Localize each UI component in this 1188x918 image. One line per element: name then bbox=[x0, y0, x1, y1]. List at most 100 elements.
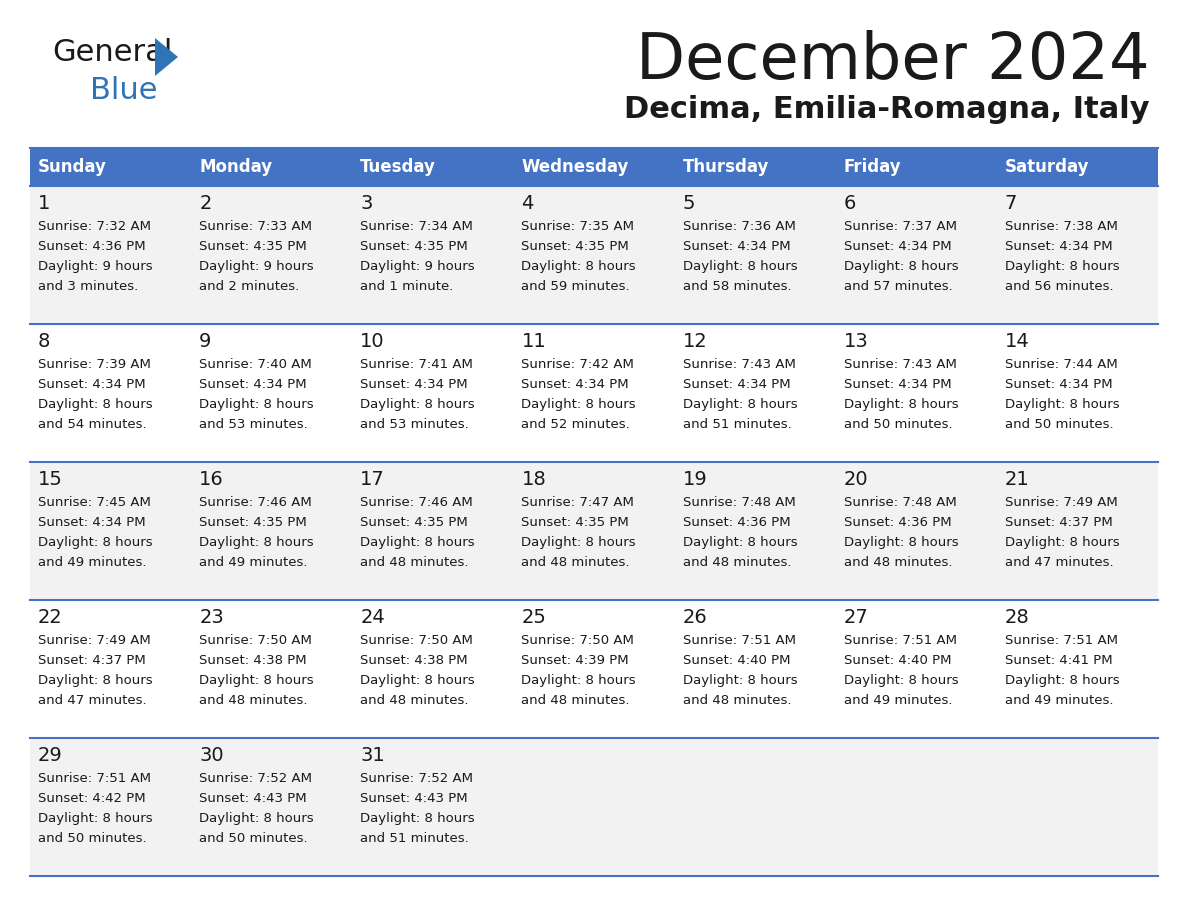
Text: Sunset: 4:35 PM: Sunset: 4:35 PM bbox=[522, 516, 630, 529]
Text: 7: 7 bbox=[1005, 194, 1017, 213]
Text: Sunrise: 7:51 AM: Sunrise: 7:51 AM bbox=[1005, 634, 1118, 647]
Text: General: General bbox=[52, 38, 172, 67]
Text: Daylight: 8 hours: Daylight: 8 hours bbox=[38, 536, 152, 549]
Text: Daylight: 8 hours: Daylight: 8 hours bbox=[38, 812, 152, 825]
Text: and 47 minutes.: and 47 minutes. bbox=[38, 694, 146, 707]
Text: Daylight: 8 hours: Daylight: 8 hours bbox=[1005, 398, 1119, 411]
Bar bbox=[30, 148, 1158, 186]
Text: Daylight: 8 hours: Daylight: 8 hours bbox=[1005, 260, 1119, 273]
Text: 17: 17 bbox=[360, 470, 385, 489]
Text: and 54 minutes.: and 54 minutes. bbox=[38, 418, 146, 431]
Text: and 49 minutes.: and 49 minutes. bbox=[843, 694, 953, 707]
Text: 6: 6 bbox=[843, 194, 857, 213]
Text: Sunset: 4:35 PM: Sunset: 4:35 PM bbox=[200, 516, 307, 529]
Text: 30: 30 bbox=[200, 746, 223, 765]
Text: 23: 23 bbox=[200, 608, 223, 627]
Text: Daylight: 8 hours: Daylight: 8 hours bbox=[360, 674, 475, 687]
Text: and 50 minutes.: and 50 minutes. bbox=[843, 418, 953, 431]
Text: Sunset: 4:43 PM: Sunset: 4:43 PM bbox=[200, 792, 307, 805]
Text: Decima, Emilia-Romagna, Italy: Decima, Emilia-Romagna, Italy bbox=[625, 95, 1150, 124]
Text: and 51 minutes.: and 51 minutes. bbox=[683, 418, 791, 431]
Text: Sunset: 4:37 PM: Sunset: 4:37 PM bbox=[1005, 516, 1113, 529]
Text: 8: 8 bbox=[38, 332, 50, 351]
Text: 29: 29 bbox=[38, 746, 63, 765]
Text: Sunrise: 7:43 AM: Sunrise: 7:43 AM bbox=[683, 358, 796, 371]
Text: Sunset: 4:35 PM: Sunset: 4:35 PM bbox=[522, 240, 630, 253]
Text: Tuesday: Tuesday bbox=[360, 158, 436, 176]
Text: Sunset: 4:34 PM: Sunset: 4:34 PM bbox=[38, 378, 146, 391]
Text: and 48 minutes.: and 48 minutes. bbox=[522, 556, 630, 569]
Text: and 53 minutes.: and 53 minutes. bbox=[200, 418, 308, 431]
Text: Sunrise: 7:44 AM: Sunrise: 7:44 AM bbox=[1005, 358, 1118, 371]
Text: Daylight: 8 hours: Daylight: 8 hours bbox=[360, 398, 475, 411]
Text: Daylight: 8 hours: Daylight: 8 hours bbox=[1005, 674, 1119, 687]
Text: December 2024: December 2024 bbox=[637, 30, 1150, 92]
Text: Daylight: 8 hours: Daylight: 8 hours bbox=[38, 398, 152, 411]
Text: Sunrise: 7:38 AM: Sunrise: 7:38 AM bbox=[1005, 220, 1118, 233]
Text: Sunrise: 7:49 AM: Sunrise: 7:49 AM bbox=[38, 634, 151, 647]
Text: Daylight: 8 hours: Daylight: 8 hours bbox=[200, 536, 314, 549]
Text: 9: 9 bbox=[200, 332, 211, 351]
Text: 14: 14 bbox=[1005, 332, 1030, 351]
Text: Daylight: 8 hours: Daylight: 8 hours bbox=[843, 674, 959, 687]
Text: Sunrise: 7:50 AM: Sunrise: 7:50 AM bbox=[360, 634, 473, 647]
Text: Daylight: 8 hours: Daylight: 8 hours bbox=[683, 536, 797, 549]
Text: Daylight: 9 hours: Daylight: 9 hours bbox=[200, 260, 314, 273]
Text: and 57 minutes.: and 57 minutes. bbox=[843, 280, 953, 293]
Text: Monday: Monday bbox=[200, 158, 272, 176]
Bar bbox=[30, 324, 1158, 462]
Text: Daylight: 8 hours: Daylight: 8 hours bbox=[843, 260, 959, 273]
Text: Sunrise: 7:48 AM: Sunrise: 7:48 AM bbox=[843, 496, 956, 509]
Text: Sunset: 4:34 PM: Sunset: 4:34 PM bbox=[843, 240, 952, 253]
Text: Sunrise: 7:42 AM: Sunrise: 7:42 AM bbox=[522, 358, 634, 371]
Text: Sunset: 4:34 PM: Sunset: 4:34 PM bbox=[38, 516, 146, 529]
Text: Sunset: 4:36 PM: Sunset: 4:36 PM bbox=[683, 516, 790, 529]
Text: 19: 19 bbox=[683, 470, 707, 489]
Text: 10: 10 bbox=[360, 332, 385, 351]
Text: Sunset: 4:40 PM: Sunset: 4:40 PM bbox=[843, 654, 952, 667]
Text: Sunset: 4:36 PM: Sunset: 4:36 PM bbox=[38, 240, 146, 253]
Text: 25: 25 bbox=[522, 608, 546, 627]
Text: Sunrise: 7:50 AM: Sunrise: 7:50 AM bbox=[522, 634, 634, 647]
Text: Sunrise: 7:52 AM: Sunrise: 7:52 AM bbox=[360, 772, 473, 785]
Text: and 48 minutes.: and 48 minutes. bbox=[683, 694, 791, 707]
Text: 28: 28 bbox=[1005, 608, 1030, 627]
Text: Daylight: 9 hours: Daylight: 9 hours bbox=[38, 260, 152, 273]
Text: and 50 minutes.: and 50 minutes. bbox=[38, 832, 146, 845]
Text: Sunset: 4:34 PM: Sunset: 4:34 PM bbox=[1005, 240, 1112, 253]
Text: Sunset: 4:38 PM: Sunset: 4:38 PM bbox=[200, 654, 307, 667]
Text: Daylight: 8 hours: Daylight: 8 hours bbox=[200, 398, 314, 411]
Text: and 49 minutes.: and 49 minutes. bbox=[38, 556, 146, 569]
Text: Sunset: 4:34 PM: Sunset: 4:34 PM bbox=[360, 378, 468, 391]
Text: and 50 minutes.: and 50 minutes. bbox=[1005, 418, 1113, 431]
Text: Sunrise: 7:39 AM: Sunrise: 7:39 AM bbox=[38, 358, 151, 371]
Text: Sunrise: 7:48 AM: Sunrise: 7:48 AM bbox=[683, 496, 795, 509]
Text: 12: 12 bbox=[683, 332, 707, 351]
Text: Thursday: Thursday bbox=[683, 158, 769, 176]
Text: Wednesday: Wednesday bbox=[522, 158, 628, 176]
Text: 24: 24 bbox=[360, 608, 385, 627]
Text: and 48 minutes.: and 48 minutes. bbox=[683, 556, 791, 569]
Text: 20: 20 bbox=[843, 470, 868, 489]
Bar bbox=[30, 462, 1158, 600]
Text: Sunrise: 7:51 AM: Sunrise: 7:51 AM bbox=[683, 634, 796, 647]
Text: Sunrise: 7:32 AM: Sunrise: 7:32 AM bbox=[38, 220, 151, 233]
Text: 1: 1 bbox=[38, 194, 50, 213]
Text: Sunrise: 7:34 AM: Sunrise: 7:34 AM bbox=[360, 220, 473, 233]
Text: Daylight: 8 hours: Daylight: 8 hours bbox=[843, 536, 959, 549]
Text: and 2 minutes.: and 2 minutes. bbox=[200, 280, 299, 293]
Text: 15: 15 bbox=[38, 470, 63, 489]
Polygon shape bbox=[154, 38, 178, 76]
Text: Daylight: 8 hours: Daylight: 8 hours bbox=[522, 260, 636, 273]
Text: and 59 minutes.: and 59 minutes. bbox=[522, 280, 630, 293]
Text: Daylight: 9 hours: Daylight: 9 hours bbox=[360, 260, 475, 273]
Text: Sunset: 4:39 PM: Sunset: 4:39 PM bbox=[522, 654, 630, 667]
Text: 27: 27 bbox=[843, 608, 868, 627]
Text: Daylight: 8 hours: Daylight: 8 hours bbox=[38, 674, 152, 687]
Text: Sunset: 4:34 PM: Sunset: 4:34 PM bbox=[683, 240, 790, 253]
Text: Sunset: 4:37 PM: Sunset: 4:37 PM bbox=[38, 654, 146, 667]
Text: Sunrise: 7:35 AM: Sunrise: 7:35 AM bbox=[522, 220, 634, 233]
Text: and 47 minutes.: and 47 minutes. bbox=[1005, 556, 1113, 569]
Text: Daylight: 8 hours: Daylight: 8 hours bbox=[360, 536, 475, 549]
Text: and 49 minutes.: and 49 minutes. bbox=[200, 556, 308, 569]
